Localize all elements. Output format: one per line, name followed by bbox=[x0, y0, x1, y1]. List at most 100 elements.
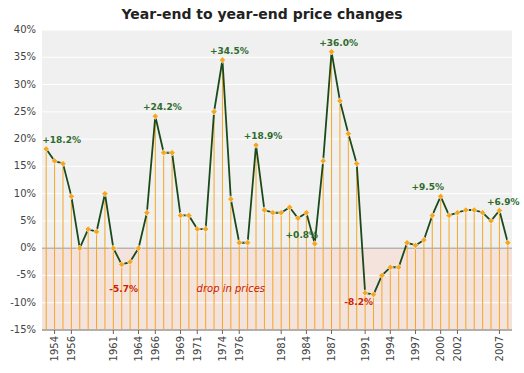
point bbox=[236, 240, 242, 246]
grid-line bbox=[42, 275, 512, 276]
x-tick bbox=[331, 330, 332, 334]
grid-line bbox=[42, 84, 512, 85]
x-tick-label: 1984 bbox=[301, 336, 312, 361]
drop-line bbox=[339, 101, 340, 330]
drop-line bbox=[197, 229, 198, 330]
drop-line bbox=[432, 215, 433, 330]
grid-line bbox=[42, 166, 512, 167]
point bbox=[395, 264, 401, 270]
x-tick-label: 2002 bbox=[452, 336, 463, 361]
point bbox=[77, 245, 83, 251]
point bbox=[51, 158, 57, 164]
point bbox=[387, 264, 393, 270]
drop-line bbox=[138, 248, 139, 330]
point bbox=[286, 204, 292, 210]
x-tick bbox=[499, 330, 500, 334]
point bbox=[152, 113, 158, 119]
drop-line bbox=[381, 275, 382, 330]
point bbox=[429, 212, 435, 218]
y-grid bbox=[42, 30, 512, 330]
point bbox=[93, 229, 99, 235]
annotations: +18.2%+24.2%+34.5%+18.9%+36.0%+9.5%+6.9%… bbox=[42, 38, 519, 307]
x-tick bbox=[281, 330, 282, 334]
x-tick-label: 1956 bbox=[66, 336, 77, 361]
x-tick bbox=[155, 330, 156, 334]
point bbox=[421, 237, 427, 243]
y-tick-label: 0% bbox=[20, 242, 36, 253]
point bbox=[228, 196, 234, 202]
annotation: drop in prices bbox=[197, 283, 266, 294]
y-tick-label: 5% bbox=[20, 215, 36, 226]
drop-line bbox=[457, 213, 458, 330]
drop-line bbox=[499, 211, 500, 330]
point bbox=[454, 210, 460, 216]
point bbox=[320, 158, 326, 164]
annotation: -8.2% bbox=[344, 297, 373, 307]
drop-line bbox=[88, 229, 89, 330]
grid-line bbox=[42, 330, 512, 331]
annotation: +18.2% bbox=[42, 135, 81, 145]
drop-line bbox=[281, 213, 282, 330]
drop-line bbox=[272, 213, 273, 330]
x-tick bbox=[197, 330, 198, 334]
grid-line bbox=[42, 57, 512, 58]
x-tick bbox=[239, 330, 240, 334]
point bbox=[379, 272, 385, 278]
point bbox=[202, 226, 208, 232]
x-tick-label: 1981 bbox=[276, 336, 287, 361]
grid-line bbox=[42, 220, 512, 221]
point bbox=[85, 226, 91, 232]
drop-line bbox=[71, 196, 72, 330]
drop-line bbox=[440, 196, 441, 330]
drop-line bbox=[390, 267, 391, 330]
point bbox=[278, 210, 284, 216]
drop-line bbox=[62, 164, 63, 330]
drop-line bbox=[482, 213, 483, 330]
x-tick bbox=[71, 330, 72, 334]
y-tick-label: 35% bbox=[14, 51, 36, 62]
x-tick bbox=[113, 330, 114, 334]
drop-line bbox=[163, 153, 164, 330]
drop-line bbox=[155, 116, 156, 330]
point bbox=[345, 130, 351, 136]
annotation: +6.9% bbox=[487, 197, 520, 207]
x-axis-line bbox=[42, 330, 512, 331]
x-tick bbox=[222, 330, 223, 334]
negative-region bbox=[42, 248, 512, 330]
drop-line bbox=[423, 240, 424, 330]
point bbox=[446, 212, 452, 218]
annotation: +0.8% bbox=[286, 230, 319, 240]
point bbox=[412, 242, 418, 248]
x-tick-label: 2007 bbox=[494, 336, 505, 361]
point bbox=[119, 261, 125, 267]
drop-line bbox=[465, 210, 466, 330]
x-tick-label: 1994 bbox=[385, 336, 396, 361]
y-tick-label: 25% bbox=[14, 106, 36, 117]
x-tick-label: 1964 bbox=[133, 336, 144, 361]
point bbox=[160, 150, 166, 156]
drop-line bbox=[96, 232, 97, 330]
annotation: +18.9% bbox=[244, 131, 283, 141]
drop-line bbox=[398, 267, 399, 330]
drop-line bbox=[214, 112, 215, 330]
x-tick bbox=[457, 330, 458, 334]
point bbox=[337, 98, 343, 104]
point bbox=[303, 210, 309, 216]
drop-line bbox=[146, 213, 147, 330]
drop-line bbox=[172, 153, 173, 330]
drop-line bbox=[507, 243, 508, 330]
x-tick bbox=[180, 330, 181, 334]
point bbox=[135, 245, 141, 251]
x-tick-label: 1991 bbox=[360, 336, 371, 361]
x-tick bbox=[306, 330, 307, 334]
drop-line bbox=[79, 248, 80, 330]
point bbox=[186, 212, 192, 218]
point bbox=[362, 290, 368, 296]
annotation: +9.5% bbox=[411, 182, 444, 192]
drop-line bbox=[130, 262, 131, 330]
y-tick-label: 15% bbox=[14, 160, 36, 171]
y-tick-label: 40% bbox=[14, 24, 36, 35]
point bbox=[110, 245, 116, 251]
x-tick-label: 1987 bbox=[326, 336, 337, 361]
drop-line bbox=[415, 245, 416, 330]
